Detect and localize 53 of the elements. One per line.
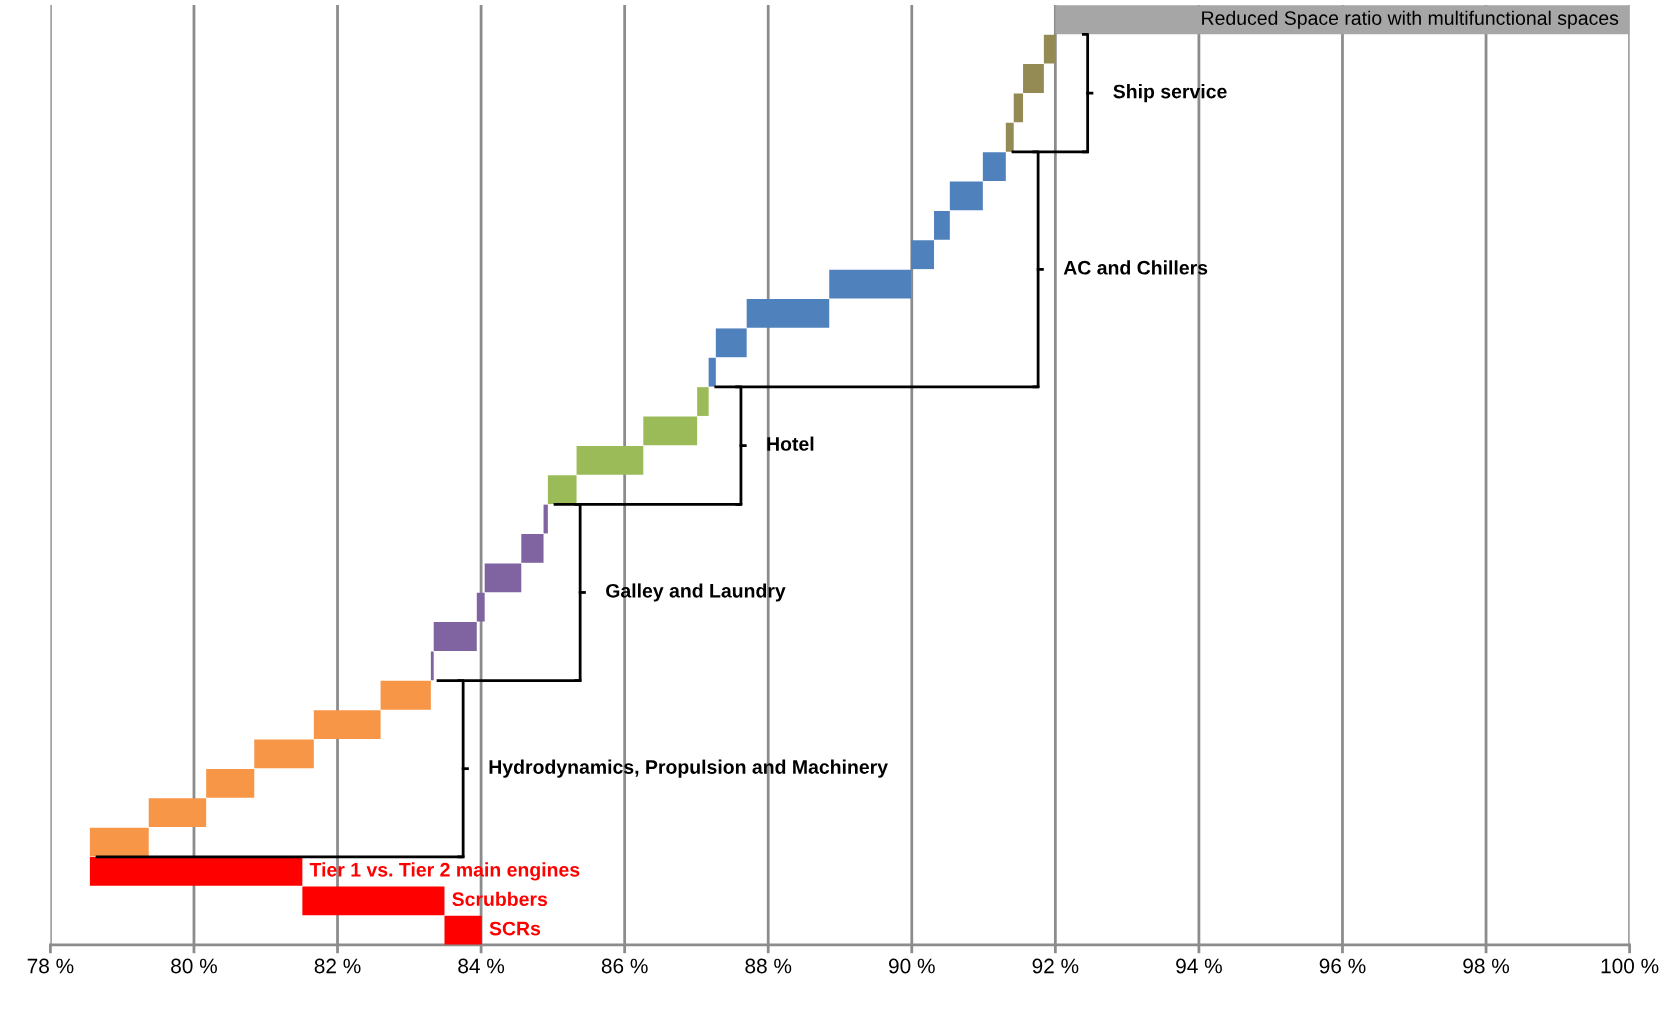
text: Hotel bbox=[767, 436, 814, 451]
text: Galley and Laundry bbox=[606, 583, 786, 602]
bar bbox=[576, 445, 644, 475]
bar bbox=[484, 563, 522, 593]
x-tick-label: 94 % bbox=[1176, 958, 1222, 974]
bar bbox=[643, 416, 698, 446]
bar bbox=[934, 210, 950, 240]
y-tick-label: Tier 1 vs. Tier 2 main engines bbox=[309, 862, 580, 881]
x-tick-label: 96 % bbox=[1319, 958, 1366, 974]
bar bbox=[715, 328, 747, 358]
bar bbox=[982, 152, 1006, 181]
x-tick-label: 88 % bbox=[745, 958, 792, 974]
bar bbox=[697, 387, 709, 416]
x-tick-label: 78 % bbox=[27, 958, 74, 974]
x-tick-label: 92 % bbox=[1032, 958, 1079, 974]
bar bbox=[444, 915, 482, 945]
bar bbox=[89, 827, 149, 857]
bar bbox=[476, 592, 485, 622]
bar bbox=[1023, 64, 1044, 93]
bar bbox=[708, 357, 716, 387]
bar bbox=[433, 622, 477, 651]
y-tick-label: Reduced Space ratio with multifunctional spaces bbox=[1202, 10, 1619, 29]
x-tick-label: 84 % bbox=[458, 958, 505, 974]
bar bbox=[380, 680, 431, 710]
y-tick-label: SCRs bbox=[489, 921, 541, 936]
bar bbox=[911, 240, 935, 270]
bar bbox=[206, 768, 255, 798]
y-tick-label: Scrubbers bbox=[452, 891, 548, 907]
bar bbox=[1005, 122, 1014, 152]
x-tick-label: 80 % bbox=[171, 958, 217, 974]
bar bbox=[543, 504, 548, 534]
text: Ship service bbox=[1113, 84, 1227, 103]
bar bbox=[89, 857, 303, 886]
text: AC and Chillers bbox=[1063, 260, 1208, 275]
bar bbox=[746, 299, 830, 328]
x-tick-label: 100 % bbox=[1601, 958, 1659, 974]
x-tick-label: 98 % bbox=[1463, 958, 1510, 974]
bar bbox=[1055, 5, 1630, 35]
bar bbox=[547, 475, 577, 505]
bar bbox=[949, 181, 983, 211]
bar bbox=[302, 886, 445, 916]
x-tick-label: 86 % bbox=[601, 958, 648, 974]
bar bbox=[148, 798, 207, 828]
bar bbox=[521, 534, 544, 563]
bar bbox=[430, 651, 434, 681]
bar bbox=[1013, 93, 1024, 123]
bar bbox=[829, 269, 912, 299]
bar bbox=[1043, 34, 1056, 64]
bar bbox=[254, 739, 314, 769]
x-tick-label: 90 % bbox=[889, 958, 935, 974]
text: Hydrodynamics, Propulsion and Machinery bbox=[489, 759, 888, 778]
x-tick-label: 82 % bbox=[314, 958, 361, 974]
bar bbox=[313, 710, 381, 740]
